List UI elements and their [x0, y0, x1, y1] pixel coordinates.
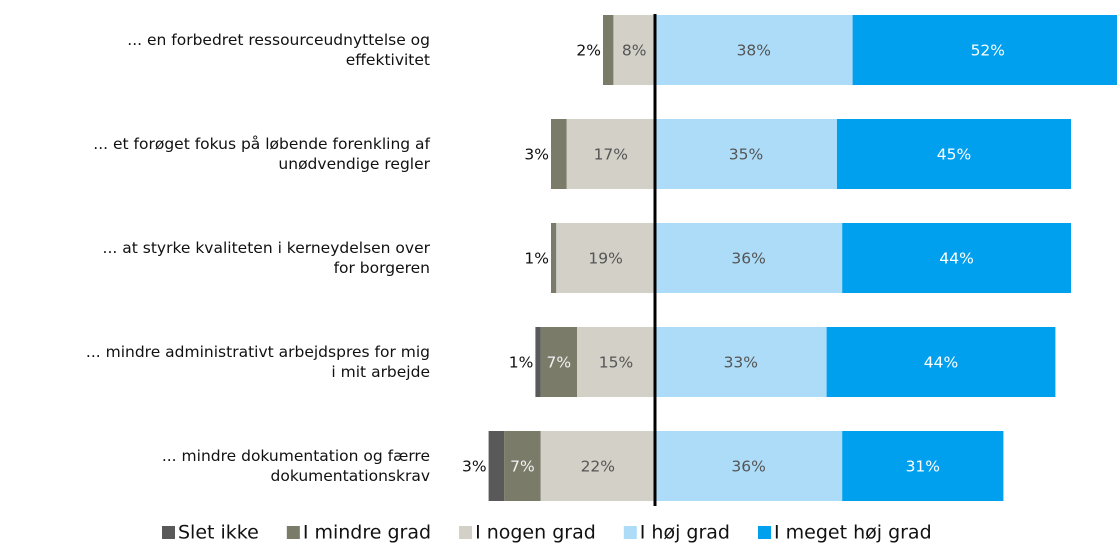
legend-swatch — [459, 526, 473, 539]
bar-segment — [535, 327, 541, 397]
bar-segment — [577, 327, 655, 397]
category-label: ... et forøget fokus på løbende forenkli… — [93, 135, 430, 173]
value-label: 35% — [729, 146, 763, 164]
value-label: 17% — [594, 146, 628, 164]
bar-segment — [613, 15, 655, 85]
value-label: 7% — [510, 458, 535, 476]
value-label: 19% — [588, 250, 622, 268]
bar-segment — [655, 223, 843, 293]
bar-segment — [551, 119, 567, 189]
bar-segment — [504, 431, 541, 501]
value-label: 8% — [622, 42, 647, 60]
value-label: 1% — [509, 354, 534, 372]
value-label: 44% — [924, 354, 958, 372]
bar-segment — [837, 119, 1071, 189]
legend-swatch — [162, 526, 175, 539]
category-label: ... at styrke kvaliteten i kerneydelsen … — [102, 239, 430, 277]
value-label: 22% — [581, 458, 615, 476]
bar-segment — [655, 119, 837, 189]
category-label: ... en forbedret ressourceudnyttelse og … — [127, 31, 430, 69]
value-label: 44% — [939, 250, 973, 268]
bar-segment — [488, 431, 505, 501]
legend-label: Slet ikke — [178, 522, 259, 543]
bar-segment — [655, 327, 827, 397]
bar-segment — [603, 15, 614, 85]
value-label: 45% — [937, 146, 971, 164]
bar-segment — [556, 223, 655, 293]
bar-segment — [551, 223, 557, 293]
value-label: 3% — [524, 146, 549, 164]
value-label: 2% — [576, 42, 601, 60]
legend-label: I nogen grad — [475, 522, 596, 543]
category-label: ... mindre dokumentation og færre dokume… — [161, 447, 430, 485]
value-label: 1% — [524, 250, 549, 268]
value-label: 52% — [971, 42, 1005, 60]
legend-swatch — [623, 526, 637, 539]
legend-label: I mindre grad — [303, 522, 431, 543]
bar-segment — [655, 431, 843, 501]
bar-segment — [842, 223, 1071, 293]
value-label: 33% — [724, 354, 758, 372]
legend-label: I høj grad — [640, 522, 730, 543]
value-label: 7% — [547, 354, 572, 372]
bar-segment — [852, 15, 1117, 85]
value-label: 15% — [599, 354, 633, 372]
value-label: 38% — [737, 42, 771, 60]
bar-segment — [826, 327, 1056, 397]
bar-segment — [655, 15, 853, 85]
legend-swatch — [286, 526, 300, 539]
value-label: 3% — [462, 458, 487, 476]
bar-segment — [566, 119, 655, 189]
value-label: 36% — [731, 250, 765, 268]
legend-label: I meget høj grad — [774, 522, 932, 543]
bar-segment — [540, 327, 577, 397]
value-label: 31% — [906, 458, 940, 476]
category-label: ... mindre administrativt arbejdspres fo… — [85, 343, 430, 381]
bar-segment — [842, 431, 1004, 501]
value-label: 36% — [731, 458, 765, 476]
bar-segment — [540, 431, 655, 501]
legend-swatch — [758, 526, 771, 539]
